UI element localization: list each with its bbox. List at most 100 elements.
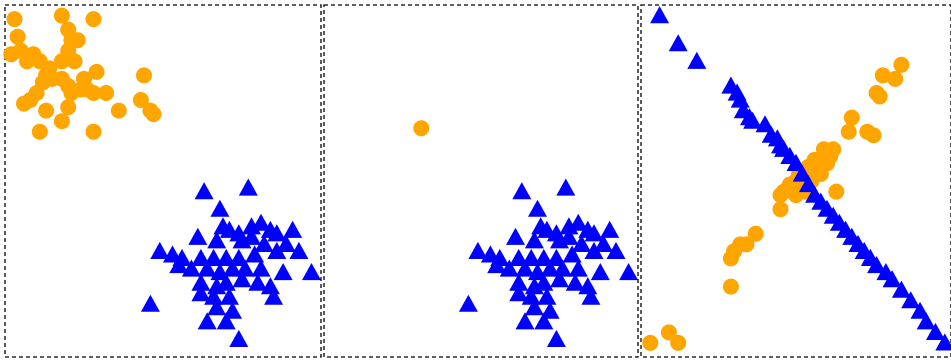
circle-point: [66, 53, 83, 70]
circle-point: [874, 67, 891, 84]
triangle-point: [910, 301, 930, 319]
panel-3-border: [640, 4, 951, 358]
panel-1-marks: [3, 7, 321, 347]
scatter-panel-1: [3, 4, 322, 358]
triangle-point: [578, 277, 598, 295]
triangle-point: [534, 312, 554, 330]
triangle-point: [197, 312, 217, 330]
triangle-point: [926, 322, 945, 340]
triangle-point: [216, 273, 236, 291]
triangle-point: [245, 245, 265, 263]
circle-point: [843, 109, 860, 126]
triangle-point: [537, 287, 557, 305]
circle-point: [85, 11, 102, 28]
triangle-point: [223, 301, 242, 319]
circle-point: [722, 278, 739, 295]
triangle-point: [232, 270, 252, 288]
triangle-point: [273, 263, 293, 281]
triangle-point: [248, 273, 268, 291]
scatter-panel-3: [640, 4, 951, 358]
circle-point: [871, 88, 888, 105]
triangle-point: [786, 153, 806, 171]
triangle-point: [197, 259, 217, 277]
triangle-point: [264, 287, 284, 305]
triangle-point: [499, 259, 519, 277]
circle-point: [88, 63, 105, 80]
circle-point: [413, 120, 430, 137]
triangle-point: [540, 301, 560, 319]
circle-point: [110, 102, 127, 119]
circle-point: [840, 123, 857, 140]
circle-point: [60, 99, 77, 116]
circle-point: [136, 67, 152, 84]
triangle-point: [194, 182, 214, 200]
scatter-panel-2: [323, 4, 639, 358]
circle-point: [722, 250, 739, 267]
triangle-point: [235, 259, 255, 277]
circle-point: [670, 334, 687, 351]
triangle-point: [140, 294, 160, 312]
triangle-point: [524, 231, 544, 249]
circle-point: [69, 32, 86, 49]
triangle-point: [150, 241, 170, 259]
triangle-point: [468, 241, 488, 259]
circle-point: [9, 28, 26, 45]
circle-point: [3, 46, 20, 63]
triangle-point: [581, 287, 601, 305]
triangle-point: [191, 284, 211, 302]
triangle-point: [223, 259, 242, 277]
triangle-point: [565, 273, 585, 291]
circle-point: [887, 70, 904, 87]
triangle-point: [556, 178, 576, 196]
triangle-point: [260, 277, 280, 295]
triangle-point: [546, 329, 566, 347]
triangle-point: [550, 231, 569, 249]
triangle-point: [540, 259, 560, 277]
triangle-point: [232, 231, 252, 249]
triangle-point: [730, 90, 750, 108]
triangle-point: [289, 241, 309, 259]
triangle-point: [515, 259, 535, 277]
triangle-point: [251, 259, 271, 277]
panel-2-marks: [413, 120, 639, 347]
circle-point: [738, 236, 755, 253]
triangle-point: [572, 234, 591, 252]
triangle-point: [238, 178, 258, 196]
triangle-point: [891, 280, 911, 298]
triangle-point: [559, 217, 579, 235]
triangle-point: [600, 220, 620, 238]
triangle-point: [207, 298, 227, 316]
panel-3-marks: [642, 6, 951, 351]
triangle-point: [458, 294, 478, 312]
triangle-point: [267, 224, 287, 242]
triangle-point: [528, 199, 547, 217]
triangle-point: [619, 263, 639, 281]
triangle-point: [515, 312, 535, 330]
triangle-point: [568, 259, 588, 277]
triangle-point: [276, 234, 296, 252]
triangle-point: [509, 273, 529, 291]
circle-point: [145, 106, 162, 123]
circle-point: [98, 85, 115, 101]
circle-point: [660, 324, 677, 341]
triangle-point: [254, 234, 274, 252]
triangle-point: [242, 217, 261, 235]
triangle-point: [229, 248, 249, 266]
panel-1-border: [4, 4, 322, 358]
triangle-point: [188, 227, 208, 245]
triangle-point: [546, 248, 566, 266]
triangle-point: [509, 284, 529, 302]
triangle-point: [901, 291, 921, 309]
circle-point: [132, 92, 149, 108]
triangle-point: [792, 164, 812, 182]
triangle-point: [882, 270, 902, 288]
triangle-point: [743, 111, 763, 129]
triangle-point: [191, 248, 211, 266]
panel-2-border: [323, 4, 639, 358]
triangle-point: [229, 329, 249, 347]
triangle-point: [650, 6, 670, 24]
triangle-point: [181, 259, 201, 277]
triangle-point: [524, 298, 544, 316]
circle-point: [16, 95, 32, 112]
